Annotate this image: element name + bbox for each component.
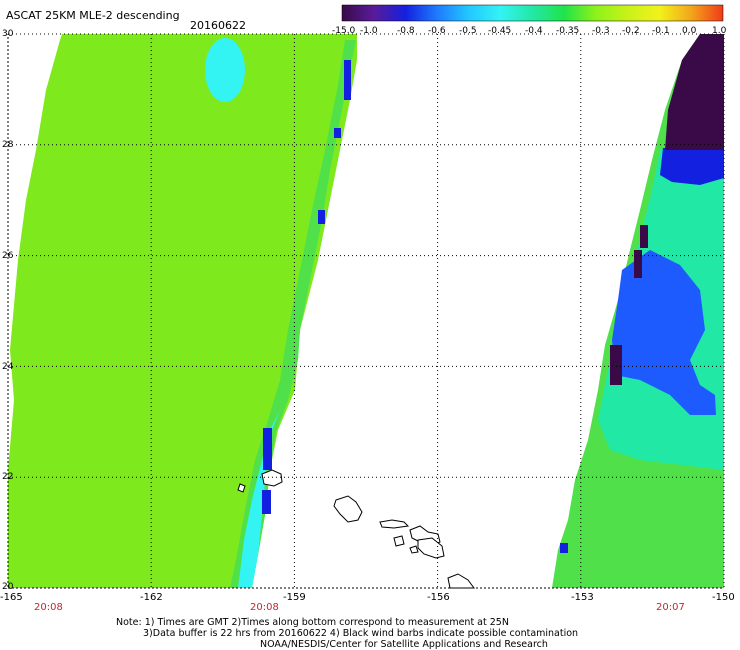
colorbar-tick: -0.2: [622, 26, 640, 36]
hawaii-coastline-south: [447, 573, 475, 589]
product-title: ASCAT 25KM MLE-2 descending: [6, 9, 180, 22]
molokai-coastline: [379, 519, 410, 529]
colorbar-tick: -0.8: [397, 26, 415, 36]
hawaii-coastlines: [237, 469, 475, 589]
west-swath-blue-cell: [262, 490, 271, 514]
west-swath-blue-cell: [344, 60, 351, 100]
map-frame: [7, 33, 725, 589]
note-line-1: Note: 1) Times are GMT 2)Times along bot…: [116, 617, 509, 628]
east-swath-blue-cell: [560, 543, 568, 553]
west-swath-blue-cell: [318, 210, 325, 224]
colorbar-tick: 0.0: [682, 26, 697, 36]
colorbar-tick: -0.5: [459, 26, 477, 36]
west-swath-cyan-edge: [238, 410, 280, 588]
east-swath-blue-band: [660, 148, 724, 185]
lon-tick-label: -150: [712, 592, 735, 603]
west-swath-field: [8, 34, 357, 588]
lon-tick-label: -162: [140, 592, 163, 603]
niihau-coastline: [237, 483, 246, 493]
lat-tick-label: 26: [2, 251, 14, 261]
colorbar: [341, 4, 724, 22]
west-swath-blue-cell: [334, 128, 341, 138]
west-swath-cyan-blob: [205, 38, 245, 102]
lat-tick-label: 20: [2, 582, 14, 592]
colorbar-tick: -0.3: [592, 26, 610, 36]
east-swath-purple-cells: [610, 225, 648, 385]
oahu-coastline: [333, 495, 363, 523]
colorbar-tick: -0.45: [488, 26, 512, 36]
colorbar-tick: -0.4: [525, 26, 543, 36]
pass-time-label: 20:08: [34, 602, 63, 613]
lanai-coastline: [393, 535, 405, 547]
colorbar-tick: -0.35: [556, 26, 580, 36]
east-swath-blue-region: [612, 250, 716, 415]
east-swath-purple-region: [665, 34, 724, 150]
colorbar-tick: -0.1: [652, 26, 670, 36]
lon-tick-label: -159: [283, 592, 306, 603]
colorbar-tick: -15.0: [332, 26, 356, 36]
lon-tick-label: -165: [0, 592, 23, 603]
west-swath-blue-cell: [263, 428, 272, 470]
pass-time-label: 20:07: [656, 602, 685, 613]
product-date: 20160622: [190, 19, 246, 32]
note-line-3: NOAA/NESDIS/Center for Satellite Applica…: [260, 639, 548, 650]
west-swath: [8, 34, 357, 588]
colorbar-gradient: [341, 4, 724, 22]
lat-tick-label: 22: [2, 472, 14, 482]
lon-tick-label: -153: [571, 592, 594, 603]
kahoolawe-coastline: [409, 545, 419, 554]
colorbar-tick: -1.0: [360, 26, 378, 36]
lat-tick-label: 24: [2, 362, 14, 372]
west-swath-teal-strip: [230, 40, 356, 588]
lat-tick-label: 30: [2, 29, 14, 39]
lat-tick-label: 28: [2, 140, 14, 150]
kauai-coastline: [261, 469, 283, 487]
colorbar-tick: 1.0: [712, 26, 727, 36]
lon-tick-label: -156: [427, 592, 450, 603]
note-line-2: 3)Data buffer is 22 hrs from 20160622 4)…: [143, 628, 579, 639]
east-swath: [552, 34, 724, 588]
pass-time-label: 20:08: [250, 602, 279, 613]
colorbar-tick: -0.6: [428, 26, 446, 36]
